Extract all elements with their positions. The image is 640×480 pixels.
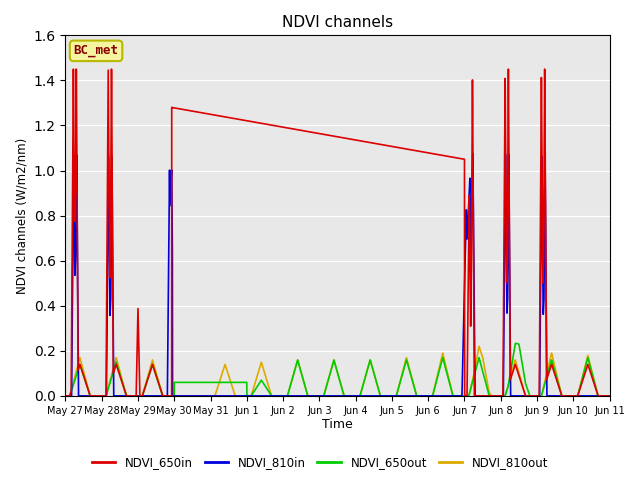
Y-axis label: NDVI channels (W/m2/nm): NDVI channels (W/m2/nm) — [15, 137, 28, 294]
X-axis label: Time: Time — [322, 419, 353, 432]
Legend: NDVI_650in, NDVI_810in, NDVI_650out, NDVI_810out: NDVI_650in, NDVI_810in, NDVI_650out, NDV… — [87, 452, 553, 474]
Text: BC_met: BC_met — [74, 44, 118, 57]
Title: NDVI channels: NDVI channels — [282, 15, 393, 30]
